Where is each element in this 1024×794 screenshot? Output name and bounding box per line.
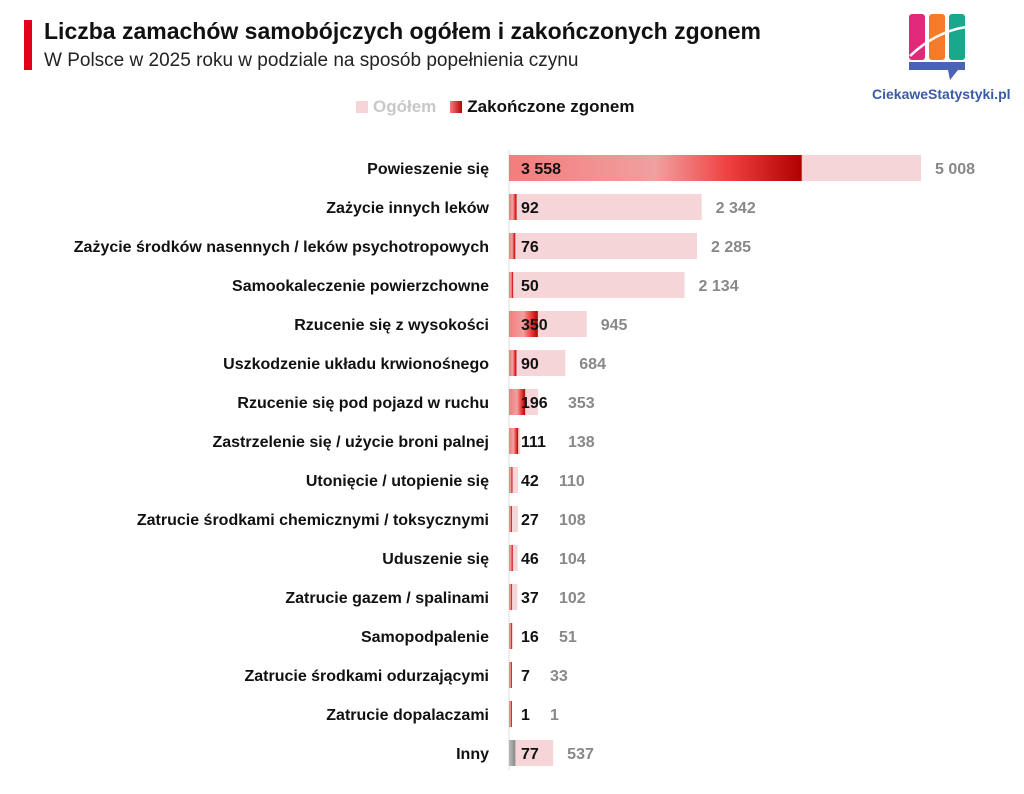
category-label: Zatrucie środkami chemicznymi / toksyczn… [137, 512, 489, 529]
bar-fatal [509, 701, 512, 727]
value-label-total: 51 [559, 629, 577, 646]
bar-fatal [509, 740, 516, 766]
category-label: Utonięcie / utopienie się [306, 473, 489, 490]
bar-total [509, 194, 702, 220]
legend-item-fatal: Zakończone zgonem [450, 97, 634, 117]
category-label: Uszkodzenie układu krwionośnego [223, 356, 489, 373]
legend-swatch-fatal [450, 101, 463, 113]
category-label: Samookaleczenie powierzchowne [232, 278, 489, 295]
bar-fatal [509, 506, 512, 532]
chart-subtitle: W Polsce w 2025 roku w podziale na sposó… [44, 50, 579, 71]
value-label-fatal: 196 [521, 395, 548, 412]
category-label: Zastrzelenie się / użycie broni palnej [212, 434, 489, 451]
chart-title: Liczba zamachów samobójczych ogółem i za… [44, 18, 761, 44]
category-label: Zatrucie środkami odurzającymi [244, 668, 489, 685]
legend-label-fatal: Zakończone zgonem [467, 97, 635, 116]
value-label-total: 2 134 [699, 278, 739, 295]
category-label: Powieszenie się [367, 161, 489, 178]
value-label-total: 108 [559, 512, 586, 529]
legend-swatch-total [356, 101, 368, 113]
bar-fatal [509, 389, 526, 415]
category-label: Zatrucie dopalaczami [326, 707, 489, 724]
value-label-fatal: 76 [521, 239, 539, 256]
value-label-fatal: 46 [521, 551, 539, 568]
legend-label-total: Ogółem [373, 97, 437, 116]
bar-fatal [509, 428, 519, 454]
value-label-total: 33 [550, 668, 568, 685]
bar-fatal [509, 584, 513, 610]
value-label-total: 684 [579, 356, 606, 373]
legend: Ogółem Zakończone zgonem [356, 97, 634, 117]
legend-item-total: Ogółem [356, 97, 436, 117]
bar-total [509, 467, 519, 493]
bar-total [509, 506, 518, 532]
value-label-fatal: 111 [521, 434, 546, 451]
category-label: Inny [456, 746, 489, 763]
category-label: Uduszenie się [382, 551, 489, 568]
value-label-fatal: 37 [521, 590, 539, 607]
bar-fatal [509, 311, 538, 337]
value-label-total: 2 285 [711, 239, 751, 256]
value-label-fatal: 1 [521, 707, 530, 724]
value-label-fatal: 42 [521, 473, 539, 490]
value-label-fatal: 350 [521, 317, 548, 334]
bar-fatal [509, 233, 516, 259]
bar-total [509, 272, 685, 298]
bar-total [509, 740, 554, 766]
value-label-total: 102 [559, 590, 586, 607]
value-label-fatal: 90 [521, 356, 539, 373]
category-label: Rzucenie się z wysokości [294, 317, 489, 334]
value-label-total: 104 [559, 551, 586, 568]
bar-total [509, 233, 697, 259]
value-label-fatal: 27 [521, 512, 539, 529]
bar-fatal [509, 272, 514, 298]
category-label: Zażycie innych leków [326, 200, 489, 217]
bar-fatal [509, 662, 512, 688]
value-label-total: 353 [568, 395, 595, 412]
bar-fatal [509, 194, 517, 220]
title-accent-bar [24, 20, 32, 70]
bar-fatal [509, 467, 513, 493]
value-label-fatal: 50 [521, 278, 539, 295]
bar-fatal [509, 350, 517, 376]
bar-fatal [509, 155, 802, 181]
value-label-fatal: 3 558 [521, 161, 561, 178]
value-label-total: 537 [567, 746, 594, 763]
value-label-total: 138 [568, 434, 595, 451]
value-label-total: 2 342 [716, 200, 756, 217]
category-label: Rzucenie się pod pojazd w ruchu [237, 395, 489, 412]
bar-total [509, 545, 518, 571]
category-label: Zażycie środków nasennych / leków psycho… [74, 239, 489, 256]
category-label: Samopodpalenie [361, 629, 489, 646]
category-label: Zatrucie gazem / spalinami [285, 590, 489, 607]
value-label-fatal: 7 [521, 668, 530, 685]
brand-logo-text: CiekaweStatystyki.pl [872, 86, 1011, 102]
bar-total [509, 584, 518, 610]
value-label-total: 945 [601, 317, 628, 334]
value-label-total: 110 [559, 473, 585, 490]
bar-fatal [509, 623, 512, 649]
bar-fatal [509, 545, 513, 571]
value-label-total: 1 [550, 707, 559, 724]
value-label-fatal: 77 [521, 746, 539, 763]
value-label-total: 5 008 [935, 161, 975, 178]
bar-total [509, 350, 566, 376]
value-label-fatal: 16 [521, 629, 539, 646]
value-label-fatal: 92 [521, 200, 539, 217]
